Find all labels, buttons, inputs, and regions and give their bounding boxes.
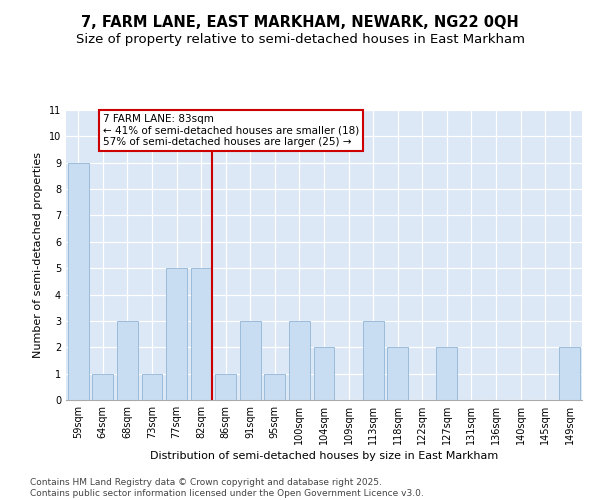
Y-axis label: Number of semi-detached properties: Number of semi-detached properties [34,152,43,358]
Bar [68,162,89,400]
X-axis label: Distribution of semi-detached houses by size in East Markham: Distribution of semi-detached houses by … [150,451,498,461]
Bar [559,348,580,400]
Bar [117,321,138,400]
Bar [436,348,457,400]
Bar [387,348,408,400]
Bar [265,374,286,400]
Bar [142,374,163,400]
Bar [289,321,310,400]
Bar [362,321,383,400]
Text: 7 FARM LANE: 83sqm
← 41% of semi-detached houses are smaller (18)
57% of semi-de: 7 FARM LANE: 83sqm ← 41% of semi-detache… [103,114,359,147]
Text: Size of property relative to semi-detached houses in East Markham: Size of property relative to semi-detach… [76,32,524,46]
Bar [240,321,261,400]
Bar [215,374,236,400]
Text: Contains HM Land Registry data © Crown copyright and database right 2025.
Contai: Contains HM Land Registry data © Crown c… [30,478,424,498]
Bar [92,374,113,400]
Bar [314,348,334,400]
Bar [191,268,212,400]
Text: 7, FARM LANE, EAST MARKHAM, NEWARK, NG22 0QH: 7, FARM LANE, EAST MARKHAM, NEWARK, NG22… [81,15,519,30]
Bar [166,268,187,400]
